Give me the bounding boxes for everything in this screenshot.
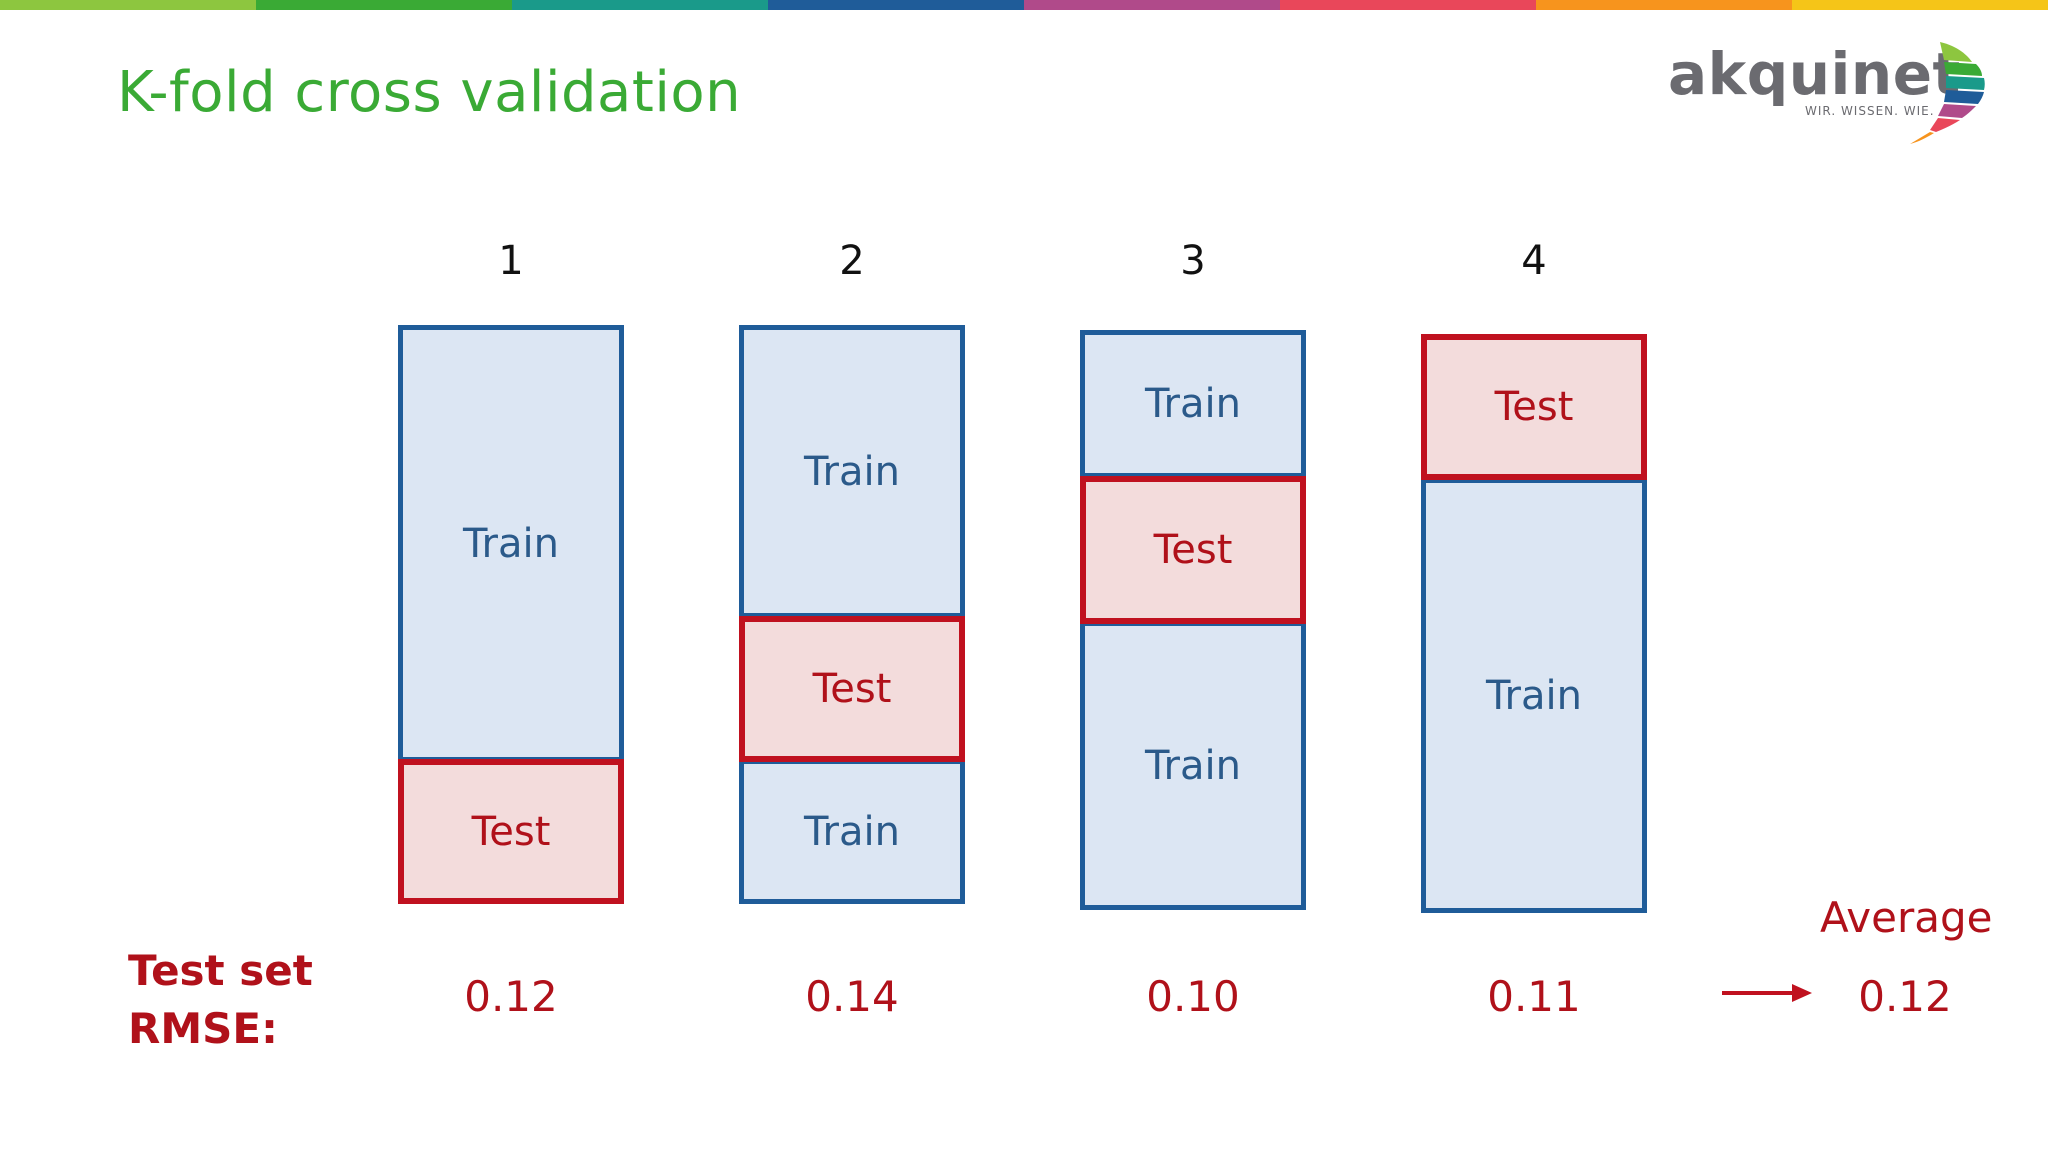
slide-title: K-fold cross validation xyxy=(117,60,742,125)
fold-rmse-value: 0.10 xyxy=(1146,972,1240,1021)
test-label: Test xyxy=(812,666,892,712)
color-strip-segment xyxy=(768,0,1024,10)
train-segment: Train xyxy=(739,759,965,904)
test-segment: Test xyxy=(1421,334,1647,480)
color-strip-segment xyxy=(1024,0,1280,10)
rmse-label-line-1: Test set xyxy=(128,946,313,995)
test-label: Test xyxy=(1494,384,1574,430)
train-label: Train xyxy=(1145,381,1241,427)
fold-number: 3 xyxy=(1180,238,1206,284)
color-strip-segment xyxy=(512,0,768,10)
test-label: Test xyxy=(471,808,551,855)
train-label: Train xyxy=(463,520,559,567)
train-segment: Train xyxy=(398,325,624,762)
logo-tagline: WIR. WISSEN. WIE. xyxy=(1805,104,1935,118)
test-segment: Test xyxy=(1080,476,1306,624)
fold-number: 2 xyxy=(839,238,865,284)
test-label: Test xyxy=(1153,527,1233,573)
rmse-label: Test set RMSE: xyxy=(128,942,313,1058)
fold-rmse-value: 0.12 xyxy=(464,972,558,1021)
fold-rmse-value: 0.14 xyxy=(805,972,899,1021)
average-label: Average xyxy=(1820,893,1993,942)
color-strip-segment xyxy=(0,0,256,10)
color-strip-segment xyxy=(1280,0,1536,10)
logo-wordmark: akquinet xyxy=(1668,40,1961,108)
train-label: Train xyxy=(1486,672,1582,719)
company-logo: akquinet WIR. WISSEN. WIE. xyxy=(1660,36,2000,146)
test-segment: Test xyxy=(398,759,624,904)
train-segment: Train xyxy=(1421,478,1647,913)
train-label: Train xyxy=(804,808,900,855)
average-value: 0.12 xyxy=(1858,972,1952,1021)
logo-swoosh-icon xyxy=(1910,42,1985,144)
train-segment: Train xyxy=(1080,621,1306,910)
color-strip-segment xyxy=(256,0,512,10)
arrow-right-icon xyxy=(1722,984,1812,1002)
color-strip-segment xyxy=(1792,0,2048,10)
rmse-label-line-2: RMSE: xyxy=(128,1004,278,1053)
train-label: Train xyxy=(1145,742,1241,789)
fold-rmse-value: 0.11 xyxy=(1487,972,1581,1021)
fold-number: 1 xyxy=(498,238,524,284)
fold-number: 4 xyxy=(1521,238,1547,284)
color-strip-segment xyxy=(1536,0,1792,10)
color-strip xyxy=(0,0,2048,10)
train-segment: Train xyxy=(739,325,965,618)
train-label: Train xyxy=(804,448,900,495)
test-segment: Test xyxy=(739,616,965,762)
train-segment: Train xyxy=(1080,330,1306,478)
